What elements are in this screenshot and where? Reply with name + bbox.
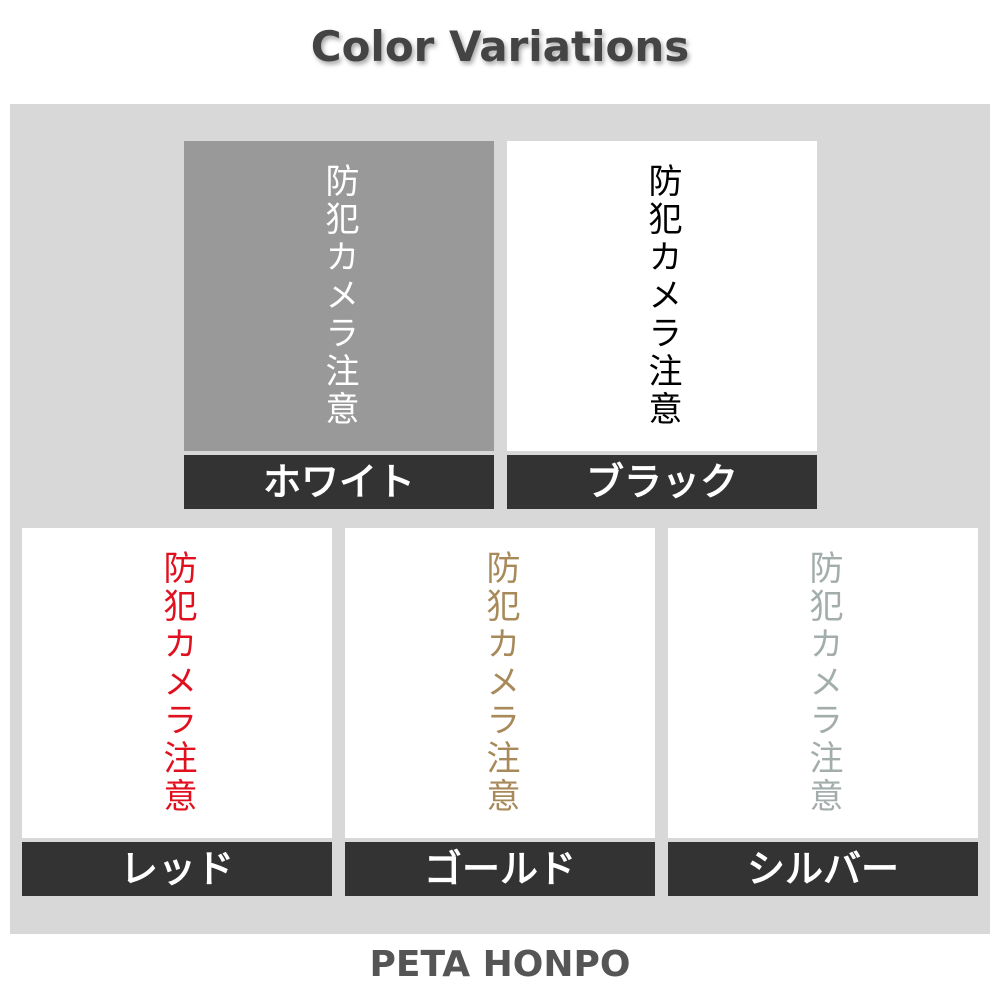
sign-preview: 防犯カメラ注意 xyxy=(22,528,332,838)
variant-card: 防犯カメラ注意レッド xyxy=(22,528,332,896)
sign-text: 防犯カメラ注意 xyxy=(803,550,843,816)
variant-label: レッド xyxy=(22,842,332,896)
variant-label: ホワイト xyxy=(184,455,494,509)
sign-text: 防犯カメラ注意 xyxy=(157,550,197,816)
variant-label: ブラック xyxy=(507,455,817,509)
sign-text: 防犯カメラ注意 xyxy=(642,163,682,429)
sign-preview: 防犯カメラ注意 xyxy=(184,141,494,451)
sign-preview: 防犯カメラ注意 xyxy=(507,141,817,451)
variant-card: 防犯カメラ注意ホワイト xyxy=(184,141,494,509)
variant-card: 防犯カメラ注意ゴールド xyxy=(345,528,655,896)
variant-card: 防犯カメラ注意ブラック xyxy=(507,141,817,509)
sign-text: 防犯カメラ注意 xyxy=(319,163,359,429)
brand-footer: PETA HONPO xyxy=(369,944,631,985)
variant-card: 防犯カメラ注意シルバー xyxy=(668,528,978,896)
page-title: Color Variations xyxy=(310,22,690,71)
sign-preview: 防犯カメラ注意 xyxy=(668,528,978,838)
sign-text: 防犯カメラ注意 xyxy=(480,550,520,816)
variant-label: シルバー xyxy=(668,842,978,896)
sign-preview: 防犯カメラ注意 xyxy=(345,528,655,838)
variant-label: ゴールド xyxy=(345,842,655,896)
